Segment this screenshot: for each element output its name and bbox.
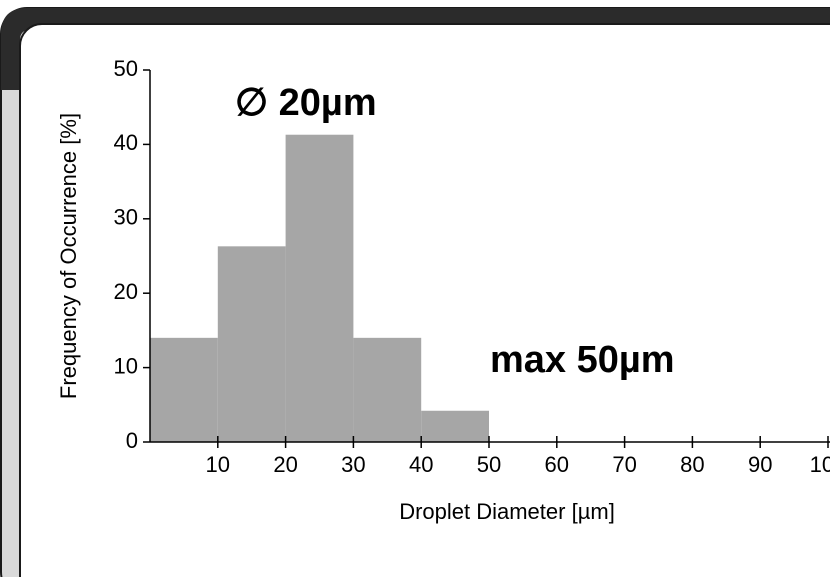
y-axis-title: Frequency of Occurrence [%]: [56, 113, 81, 399]
bar: [217, 246, 286, 442]
bar: [150, 337, 218, 442]
x-tick-label: 80: [680, 452, 704, 477]
y-tick-label: 50: [114, 56, 138, 81]
x-tick-label: 90: [748, 452, 772, 477]
x-tick-label: 70: [612, 452, 636, 477]
x-axis-title: Droplet Diameter [µm]: [399, 499, 615, 524]
bar: [285, 134, 354, 442]
bar: [353, 337, 422, 442]
bar: [421, 410, 489, 442]
x-tick-label: 60: [545, 452, 569, 477]
chart-panel: [19, 23, 830, 577]
annotation: ∅ 20µm: [235, 82, 377, 124]
x-tick-label: 20: [273, 452, 297, 477]
y-tick-label: 0: [126, 428, 138, 453]
y-tick-label: 40: [114, 130, 138, 155]
y-tick-label: 20: [114, 279, 138, 304]
x-tick-label: 10: [206, 452, 230, 477]
annotation: max 50µm: [490, 339, 675, 381]
x-tick-label: 100: [810, 452, 830, 477]
x-tick-label: 40: [409, 452, 433, 477]
y-tick-label: 10: [114, 353, 138, 378]
x-tick-label: 30: [341, 452, 365, 477]
y-tick-label: 30: [114, 205, 138, 230]
x-tick-label: 50: [477, 452, 501, 477]
